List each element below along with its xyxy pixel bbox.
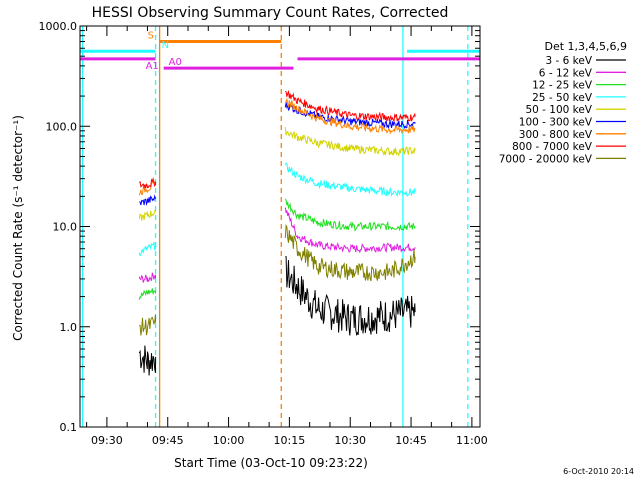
series-line <box>138 288 157 300</box>
series-line <box>284 207 416 254</box>
series-line <box>284 162 416 198</box>
y-tick-label: 1000.0 <box>39 20 78 33</box>
legend-label: 6 - 12 keV <box>539 67 593 79</box>
series-line <box>138 180 157 196</box>
legend-label: 7000 - 20000 keV <box>499 153 593 165</box>
legend-label: 800 - 7000 keV <box>512 141 593 153</box>
legend-label: 12 - 25 keV <box>532 80 593 92</box>
legend-label: 50 - 100 keV <box>525 104 592 116</box>
y-tick-label: 0.1 <box>60 421 78 434</box>
timestamp: 6-Oct-2010 20:14 <box>563 467 634 476</box>
flag-label: A1 <box>146 61 159 72</box>
series-line <box>284 97 416 135</box>
legend-label: 100 - 300 keV <box>519 117 593 129</box>
legend-label: 3 - 6 keV <box>545 55 592 67</box>
legend-label: 300 - 800 keV <box>519 129 593 141</box>
series-line <box>139 194 156 207</box>
chart-title: HESSI Observing Summary Count Rates, Cor… <box>92 5 449 21</box>
y-tick-label: 10.0 <box>53 221 78 234</box>
x-tick-label: 10:15 <box>274 434 306 447</box>
x-tick-label: 11:00 <box>456 434 488 447</box>
series-line <box>138 241 157 257</box>
y-axis-label: Corrected Count Rate (s⁻¹ detector⁻¹) <box>11 115 25 341</box>
x-tick-label: 09:45 <box>152 434 184 447</box>
x-tick-label: 10:30 <box>334 434 366 447</box>
plot-frame <box>79 25 481 428</box>
series-line <box>138 345 157 376</box>
x-tick-label: 09:30 <box>91 434 123 447</box>
y-tick-label: 1.0 <box>60 321 78 334</box>
series-line <box>285 256 416 337</box>
flag-label: N <box>162 40 169 51</box>
flag-label: S <box>148 31 154 42</box>
x-tick-label: 10:45 <box>395 434 427 447</box>
x-tick-label: 10:00 <box>213 434 245 447</box>
series-line <box>138 272 157 283</box>
legend-label: 25 - 50 keV <box>532 92 593 104</box>
legend-title: Det 1,3,4,5,6,9 <box>544 40 627 53</box>
series-line <box>284 198 416 232</box>
x-axis-label: Start Time (03-Oct-10 09:23:22) <box>174 456 368 470</box>
series-line <box>284 127 416 157</box>
series-line <box>138 208 157 221</box>
series-line <box>138 176 157 190</box>
y-tick-label: 100.0 <box>46 120 78 133</box>
series-line <box>139 314 157 336</box>
flag-label: A0 <box>169 57 182 68</box>
series-line <box>284 223 416 282</box>
series-line <box>284 89 416 123</box>
